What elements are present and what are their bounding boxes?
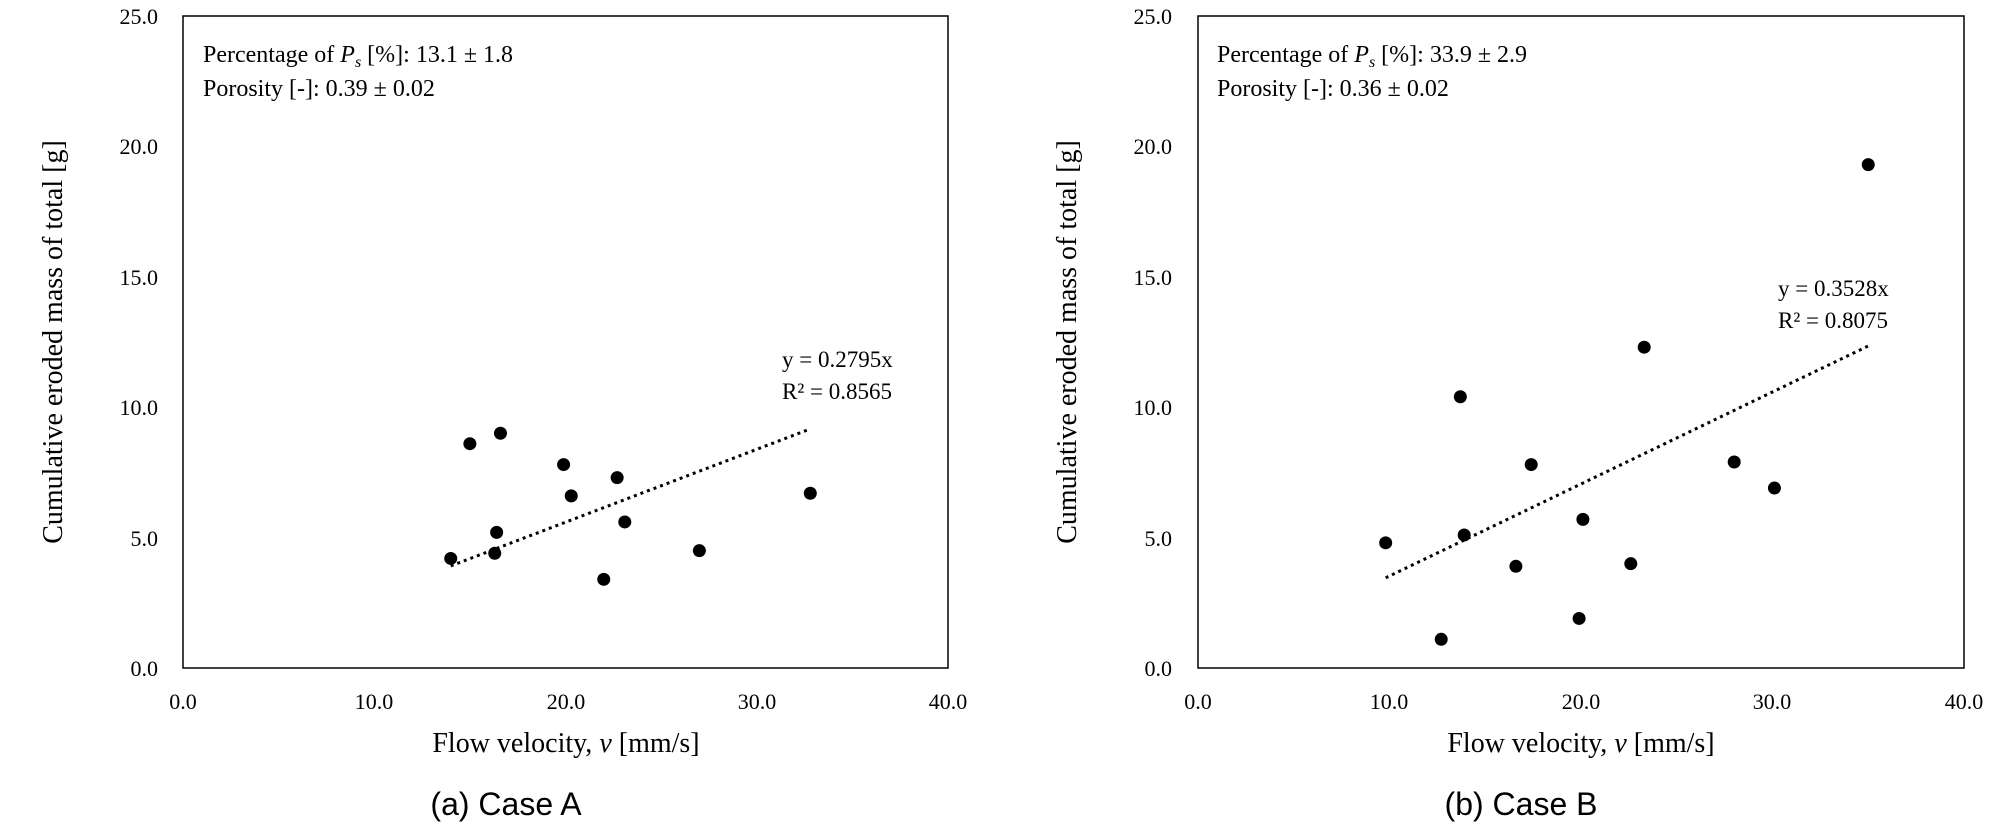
chart-a-plot-area (182, 15, 949, 669)
chart-b-x-axis-label-unit: [mm/s] (1627, 728, 1715, 759)
chart-a-data-point (803, 486, 817, 500)
chart-a-x-tick: 0.0 (169, 689, 197, 714)
chart-a: 0.0 5.0 10.0 15.0 20.0 25.0 0.0 10.0 20.… (38, 4, 967, 759)
chart-a-data-point (597, 572, 611, 586)
chart-b-x-tick: 30.0 (1753, 689, 1792, 714)
chart-b-x-tick-labels: 0.0 10.0 20.0 30.0 40.0 (1184, 689, 1983, 714)
chart-a-info-percentage: Percentage of Ps [%]: 13.1 ± 1.8 (203, 42, 513, 71)
chart-b-data-point (1727, 455, 1741, 469)
chart-a-data-point (610, 471, 624, 485)
chart-b-trend-r2: R² = 0.8075 (1778, 308, 1888, 333)
chart-a-y-tick: 15.0 (120, 265, 159, 290)
chart-b-y-tick-labels: 0.0 5.0 10.0 15.0 20.0 25.0 (1134, 4, 1173, 681)
chart-b-info-prefix: Percentage of (1217, 42, 1354, 68)
chart-b-data-point (1434, 632, 1448, 646)
chart-b-plot-area (1197, 15, 1965, 669)
chart-a-caption: (a) Case A (430, 786, 582, 822)
chart-b-y-tick: 5.0 (1145, 526, 1173, 551)
chart-a-data-point (618, 515, 632, 529)
chart-a-data-point (692, 544, 706, 558)
chart-a-x-tick: 30.0 (738, 689, 777, 714)
chart-a-points (444, 426, 817, 586)
chart-b-y-tick: 10.0 (1134, 395, 1173, 420)
chart-b-info-percentage: Percentage of Ps [%]: 33.9 ± 2.9 (1217, 42, 1527, 71)
chart-b-trend-equation: y = 0.3528x (1778, 276, 1889, 301)
chart-a-x-axis-label-var: v (599, 728, 612, 759)
chart-b-y-tick: 15.0 (1134, 265, 1173, 290)
chart-a-x-axis-label-unit: [mm/s] (612, 728, 700, 759)
chart-a-data-point (493, 426, 507, 440)
chart-b-data-point (1572, 611, 1586, 625)
chart-b-x-axis-label-text: Flow velocity, (1447, 728, 1614, 759)
chart-a-y-axis-label: Cumulative eroded mass of total [g] (38, 140, 69, 544)
chart-b-caption: (b) Case B (1445, 786, 1598, 822)
chart-b-x-axis-label-var: v (1614, 728, 1627, 759)
chart-a-data-point (564, 489, 578, 503)
chart-b-info-symbol-sub: s (1369, 54, 1375, 71)
chart-a-trend-r2: R² = 0.8565 (782, 379, 892, 404)
chart-a-y-tick: 5.0 (131, 526, 159, 551)
chart-b-data-point (1379, 536, 1393, 550)
chart-b-data-point (1509, 559, 1523, 573)
chart-b-info-symbol: P (1353, 42, 1369, 68)
chart-b-y-tick: 0.0 (1145, 656, 1173, 681)
chart-a-y-tick: 20.0 (120, 134, 159, 159)
chart-a-data-point (490, 525, 504, 539)
chart-b: 0.0 5.0 10.0 15.0 20.0 25.0 0.0 10.0 20.… (1052, 4, 1983, 759)
chart-a-data-point (463, 437, 477, 451)
chart-b-x-tick: 20.0 (1562, 689, 1601, 714)
chart-b-x-tick: 0.0 (1184, 689, 1212, 714)
chart-b-points (1379, 158, 1875, 646)
chart-a-trend-equation: y = 0.2795x (782, 347, 893, 372)
chart-b-y-axis-label: Cumulative eroded mass of total [g] (1052, 140, 1083, 544)
chart-a-x-tick-labels: 0.0 10.0 20.0 30.0 40.0 (169, 689, 967, 714)
chart-b-data-point (1861, 158, 1875, 172)
chart-b-data-point (1524, 458, 1538, 472)
chart-b-data-point (1457, 528, 1471, 542)
chart-a-x-tick: 20.0 (547, 689, 586, 714)
chart-b-y-tick: 20.0 (1134, 134, 1173, 159)
chart-a-y-tick: 25.0 (120, 4, 159, 29)
chart-a-y-tick: 0.0 (131, 656, 159, 681)
chart-a-info-symbol: P (339, 42, 355, 68)
chart-a-data-point (444, 551, 458, 565)
chart-b-data-point (1637, 340, 1651, 354)
chart-b-y-tick: 25.0 (1134, 4, 1173, 29)
chart-b-data-point (1453, 390, 1467, 404)
chart-b-data-point (1576, 512, 1590, 526)
chart-a-x-axis-label-text: Flow velocity, (432, 728, 599, 759)
chart-b-x-tick: 40.0 (1945, 689, 1984, 714)
chart-a-x-tick: 10.0 (355, 689, 394, 714)
chart-a-trendline (450, 427, 811, 568)
chart-b-data-point (1767, 481, 1781, 495)
chart-b-x-tick: 10.0 (1370, 689, 1409, 714)
chart-a-y-tick: 10.0 (120, 395, 159, 420)
chart-a-x-axis-label: Flow velocity, v [mm/s] (432, 728, 699, 759)
chart-a-data-point (488, 546, 502, 560)
chart-b-data-point (1624, 557, 1638, 571)
chart-b-x-axis-label: Flow velocity, v [mm/s] (1447, 728, 1714, 759)
chart-b-info-porosity: Porosity [-]: 0.36 ± 0.02 (1217, 76, 1449, 102)
chart-a-y-tick-labels: 0.0 5.0 10.0 15.0 20.0 25.0 (120, 4, 159, 681)
chart-a-info-prefix: Percentage of (203, 42, 340, 68)
chart-b-info-suffix: [%]: 33.9 ± 2.9 (1375, 42, 1527, 68)
chart-a-data-point (557, 458, 571, 472)
chart-a-x-tick: 40.0 (929, 689, 968, 714)
chart-a-info-symbol-sub: s (355, 54, 361, 71)
chart-a-info-porosity: Porosity [-]: 0.39 ± 0.02 (203, 76, 435, 102)
chart-b-trendline (1385, 344, 1869, 580)
chart-a-info-suffix: [%]: 13.1 ± 1.8 (361, 42, 513, 68)
